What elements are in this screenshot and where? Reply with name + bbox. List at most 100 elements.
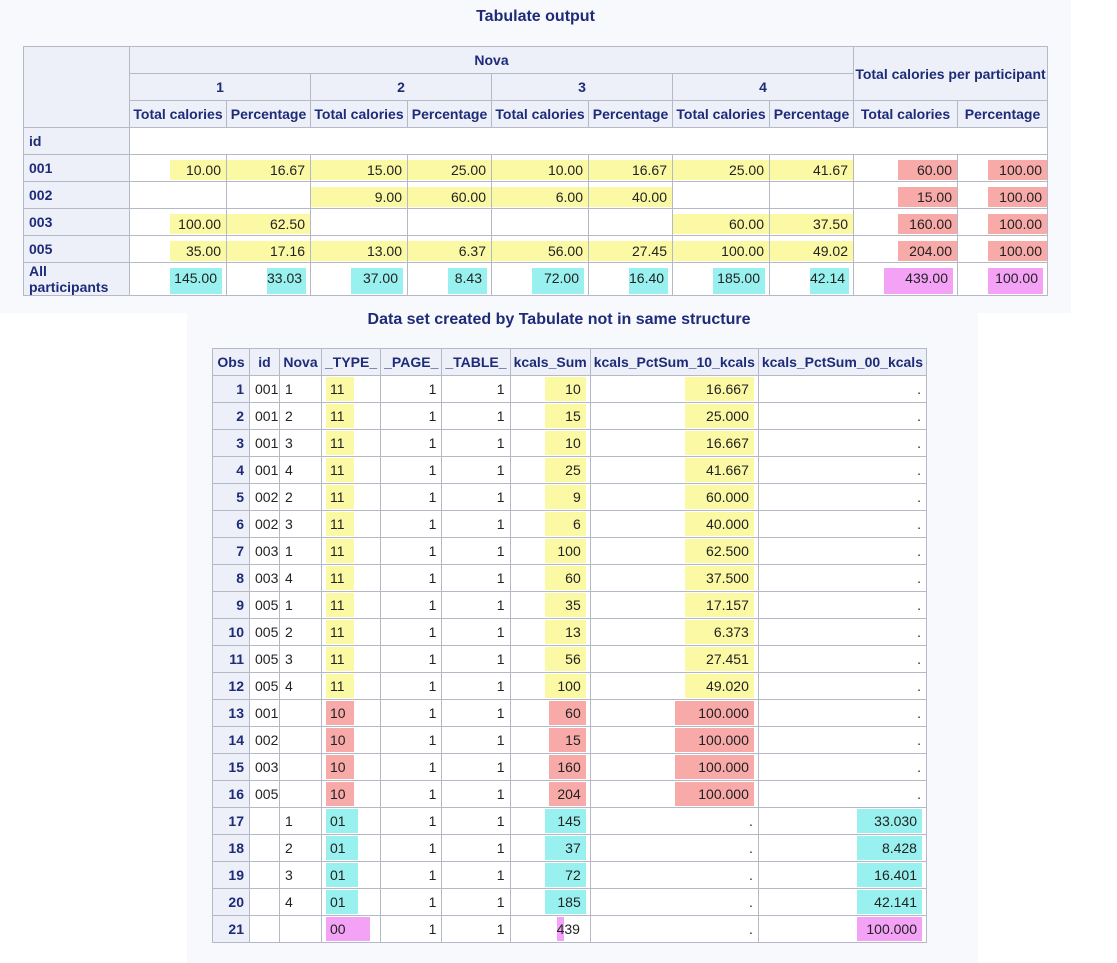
table-cell: 60 <box>509 699 591 727</box>
cell-value: 439.00 <box>884 268 953 294</box>
tabulate-row: 002 9.00 60.00 6.00 40.00 15.00 100.00 <box>23 181 1048 209</box>
table-row: 9 005 1 11 1 1 35 17.157. <box>212 591 927 619</box>
tabulate-cell: 62.50 <box>226 208 311 236</box>
cell-value: 62.500 <box>706 543 749 559</box>
table-cell <box>249 807 280 835</box>
highlighted-value: 49.020 <box>684 674 754 698</box>
cell-value: 60.000 <box>706 489 749 505</box>
highlighted-value: 11 <box>326 431 355 455</box>
highlighted-value: 100.000 <box>674 701 754 725</box>
table-cell: 1 <box>380 726 443 754</box>
table-row: 18 2 01 1 1 37. 8.428 <box>212 834 927 862</box>
table-cell: 25 <box>509 456 591 484</box>
table-cell: 005 <box>249 645 280 673</box>
dataset-table: Obs id Nova _TYPE_ _PAGE_ _TABLE_ kcals_Sum kca… <box>212 348 927 943</box>
table-row: 1 001 1 11 1 1 10 16.667. <box>212 375 927 403</box>
cell-value: 204 <box>557 786 581 802</box>
table-cell: 160 <box>509 753 591 781</box>
highlighted-value: 13 <box>544 620 586 644</box>
table-cell: 7 <box>212 537 250 565</box>
cell-value: 33.03 <box>267 268 306 294</box>
tabulate-cell: 100.00 <box>672 235 770 263</box>
highlighted-value: 27.451 <box>684 647 754 671</box>
percentage-header: Percentage <box>226 100 311 128</box>
cell-value: 60.00 <box>673 214 769 234</box>
tabulate-cell: 16.67 <box>588 154 673 182</box>
tabulate-cell: 160.00 <box>853 208 958 236</box>
table-cell: 1 <box>380 807 443 835</box>
highlighted-value: 15 <box>544 404 586 428</box>
highlighted-value: 145 <box>544 809 586 833</box>
cell-value: 10.00 <box>492 160 588 180</box>
highlighted-value: 11 <box>326 566 355 590</box>
column-header: id <box>249 348 280 376</box>
tabulate-cell: 16.40 <box>588 262 673 296</box>
table-cell: 204 <box>509 780 591 808</box>
table-cell: 1 <box>380 861 443 889</box>
table-cell: 1 <box>380 510 443 538</box>
highlighted-value: 6 <box>544 512 586 536</box>
cell-value: 40.000 <box>706 516 749 532</box>
table-cell: 3 <box>279 429 322 457</box>
table-cell: 005 <box>249 591 280 619</box>
table-cell: 1 <box>441 699 511 727</box>
table-cell: 5 <box>212 483 250 511</box>
table-cell: 37 <box>509 834 591 862</box>
highlighted-value: 25.000 <box>684 404 754 428</box>
table-cell: 25.000 <box>589 402 759 430</box>
cell-value: 160 <box>557 759 581 775</box>
tabulate-cell: 8.43 <box>407 262 492 296</box>
tabulate-cell: 6.00 <box>491 181 589 209</box>
cell-value: 33.030 <box>874 813 917 829</box>
nova-group-header: 3 <box>491 73 673 101</box>
cell-value: 185.00 <box>713 268 765 294</box>
table-cell: 16.667 <box>589 375 759 403</box>
tabulate-cell: 185.00 <box>672 262 770 296</box>
id-row-blank <box>129 127 1048 155</box>
table-cell: 20 <box>212 888 250 916</box>
cell-value: 11 <box>330 597 345 613</box>
table-cell: 1 <box>380 537 443 565</box>
tabulate-row: 001 10.00 16.67 15.00 25.00 10.00 16.67 25.00 41… <box>23 154 1048 182</box>
table-cell: 1 <box>441 888 511 916</box>
cell-value: 00 <box>330 921 346 937</box>
highlighted-value: 01 <box>326 863 359 887</box>
cell-value: 145.00 <box>170 268 222 294</box>
highlighted-value: 37 <box>544 836 586 860</box>
table-row: 15 003 10 1 1 160 100.000. <box>212 753 927 781</box>
cell-value: 8.428 <box>881 840 917 856</box>
table-cell: 1 <box>441 537 511 565</box>
total-calories-header: Total calories <box>672 100 770 128</box>
cell-value: 01 <box>330 867 346 883</box>
table-cell: 11 <box>320 510 382 538</box>
cell-value: 100.00 <box>673 241 769 261</box>
highlighted-value: 100.000 <box>674 782 754 806</box>
table-cell: 42.141 <box>757 888 927 916</box>
column-header: kcals_PctSum_10_kcals <box>589 348 759 376</box>
cell-value: 15 <box>565 408 581 424</box>
table-cell: 2 <box>212 402 250 430</box>
table-row: 3 001 3 11 1 1 10 16.667. <box>212 429 927 457</box>
cell-value: 72 <box>565 867 581 883</box>
table-cell: 1 <box>279 537 322 565</box>
highlighted-value: 10 <box>326 755 355 779</box>
highlighted-value: 60 <box>544 566 586 590</box>
table-cell: 1 <box>380 456 443 484</box>
total-calories-header: Total calories <box>129 100 227 128</box>
cell-value: 56 <box>565 651 581 667</box>
cell-value: 8.43 <box>448 268 487 294</box>
cell-value: 13.00 <box>311 241 407 261</box>
table-cell: 1 <box>441 456 511 484</box>
table-cell: 10 <box>320 699 382 727</box>
table-cell: . <box>589 861 759 889</box>
table-cell: 01 <box>320 807 382 835</box>
table-row: 4 001 4 11 1 1 25 41.667. <box>212 456 927 484</box>
table-cell: 1 <box>380 699 443 727</box>
table-cell: 17.157 <box>589 591 759 619</box>
table-cell: 27.451 <box>589 645 759 673</box>
table-cell: 37.500 <box>589 564 759 592</box>
cell-value: 15.00 <box>898 187 957 207</box>
cell-value: 41.67 <box>770 160 853 180</box>
tabulate-cell: 145.00 <box>129 262 227 296</box>
nova-group-header: 4 <box>672 73 854 101</box>
